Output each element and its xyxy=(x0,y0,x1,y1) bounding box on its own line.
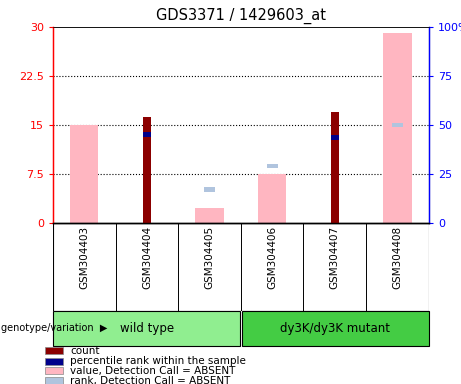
Bar xyxy=(143,132,151,137)
Bar xyxy=(266,164,278,168)
Bar xyxy=(204,187,215,192)
Text: rank, Detection Call = ABSENT: rank, Detection Call = ABSENT xyxy=(70,376,230,384)
Bar xyxy=(384,33,412,223)
Text: wild type: wild type xyxy=(120,322,174,335)
Bar xyxy=(45,358,64,365)
Bar xyxy=(331,135,339,140)
Bar xyxy=(143,117,151,223)
Text: count: count xyxy=(70,346,100,356)
Text: GSM304405: GSM304405 xyxy=(205,226,214,290)
Text: dy3K/dy3K mutant: dy3K/dy3K mutant xyxy=(280,322,390,335)
Text: GSM304406: GSM304406 xyxy=(267,226,277,290)
Bar xyxy=(70,125,98,223)
Bar xyxy=(45,347,64,354)
Title: GDS3371 / 1429603_at: GDS3371 / 1429603_at xyxy=(156,8,326,24)
Bar xyxy=(258,174,286,223)
Bar xyxy=(195,209,224,223)
Bar xyxy=(45,367,64,374)
Text: value, Detection Call = ABSENT: value, Detection Call = ABSENT xyxy=(70,366,236,376)
Text: percentile rank within the sample: percentile rank within the sample xyxy=(70,356,246,366)
Text: GSM304408: GSM304408 xyxy=(392,226,402,290)
Bar xyxy=(392,122,403,127)
FancyBboxPatch shape xyxy=(53,311,240,346)
Text: GSM304407: GSM304407 xyxy=(330,226,340,290)
FancyBboxPatch shape xyxy=(242,311,429,346)
Text: GSM304404: GSM304404 xyxy=(142,226,152,290)
Bar xyxy=(331,112,339,223)
Text: genotype/variation  ▶: genotype/variation ▶ xyxy=(1,323,107,333)
Text: GSM304403: GSM304403 xyxy=(79,226,89,290)
Bar xyxy=(45,377,64,384)
